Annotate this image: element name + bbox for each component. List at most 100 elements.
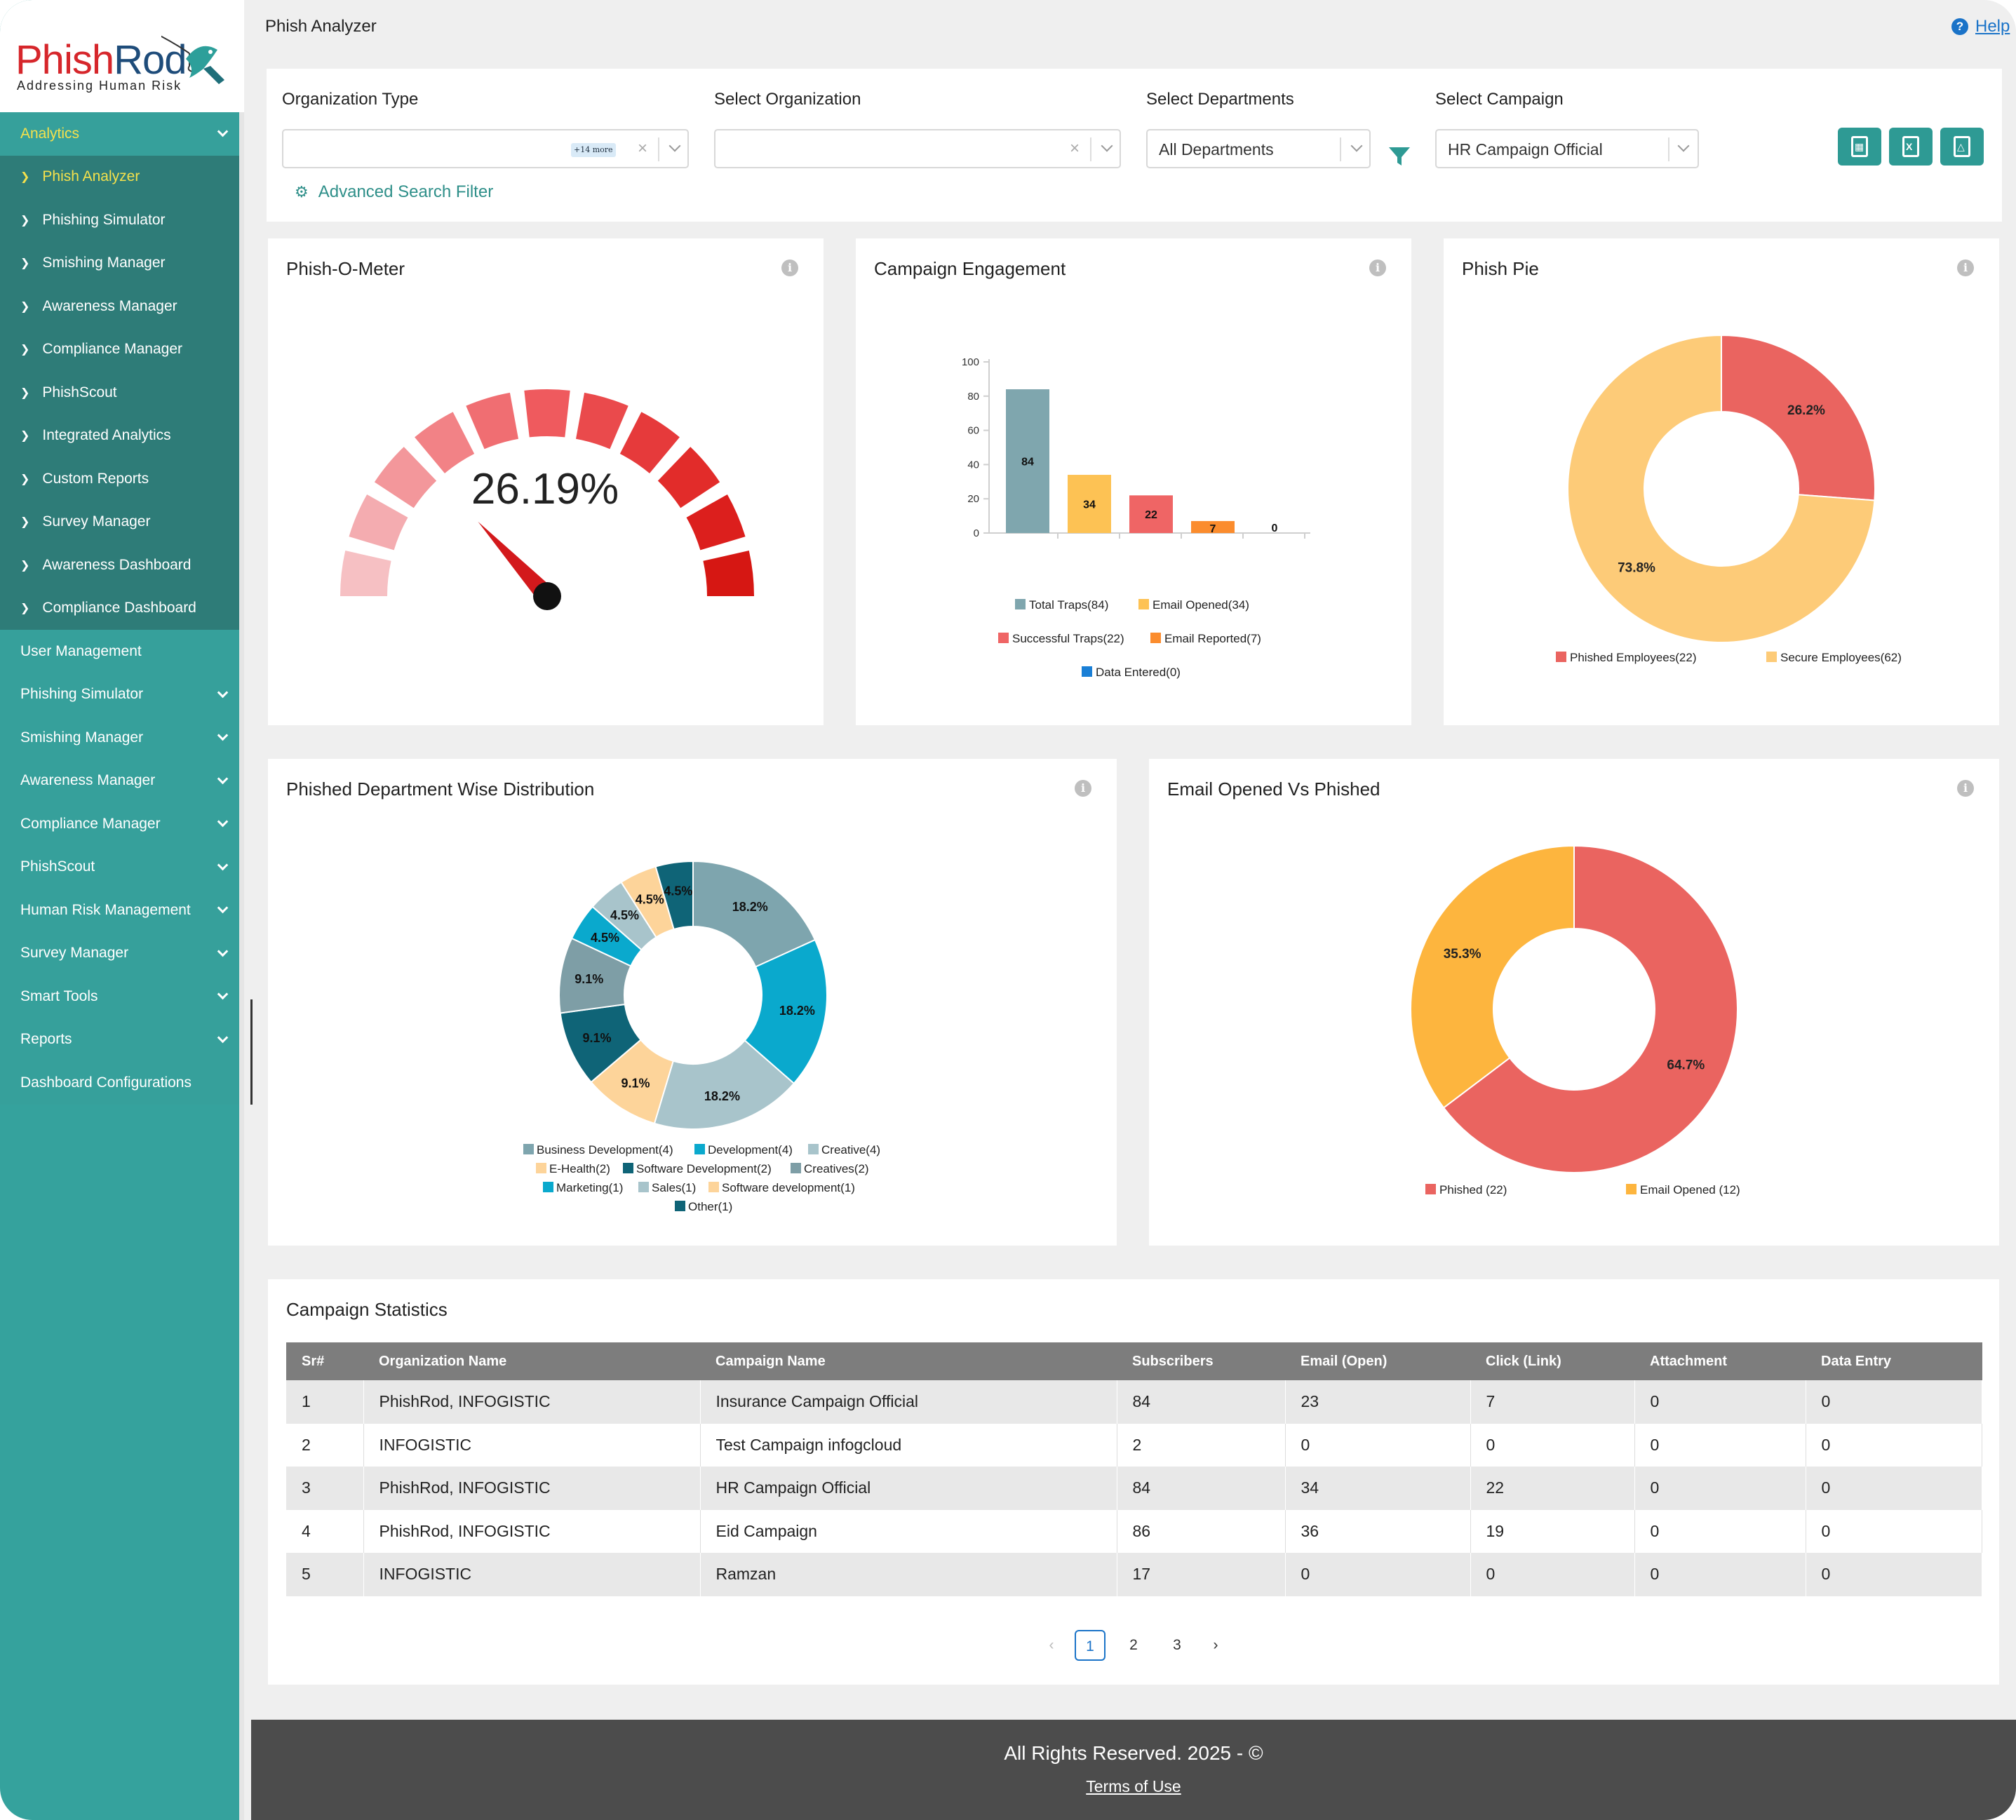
slice-value-label: 9.1% [583, 1031, 612, 1045]
sidebar-section-smishing-manager[interactable]: Smishing Manager [0, 716, 239, 760]
gauge-segment [349, 494, 408, 551]
table-row[interactable]: 3 PhishRod, INFOGISTIC HR Campaign Officia… [286, 1467, 1982, 1510]
chevron-down-icon [217, 1032, 229, 1043]
sidebar-section-dashboard-configurations[interactable]: Dashboard Configurations [0, 1061, 239, 1105]
info-icon[interactable]: i [1075, 780, 1091, 797]
column-header[interactable]: Attachment [1634, 1342, 1806, 1380]
info-icon[interactable]: i [781, 259, 798, 276]
legend-swatch [536, 1163, 546, 1173]
gauge-segment [524, 389, 570, 438]
sidebar-item-phishscout[interactable]: ❯ PhishScout [0, 371, 239, 414]
table-row[interactable]: 5 INFOGISTIC Ramzan 17 0 0 0 0 [286, 1553, 1982, 1596]
phish-pie-card: Phish Pie i 26.2% 73.8% Phished Employees(… [1444, 238, 1999, 725]
sidebar-section-compliance-manager[interactable]: Compliance Manager [0, 802, 239, 846]
table-cell: 17 [1117, 1553, 1286, 1596]
departments-select[interactable]: All Departments [1146, 129, 1371, 168]
sidebar-item-awareness-manager[interactable]: ❯ Awareness Manager [0, 285, 239, 328]
sidebar-item-integrated-analytics[interactable]: ❯ Integrated Analytics [0, 414, 239, 457]
sidebar-section-phishscout[interactable]: PhishScout [0, 845, 239, 889]
export-excel-button[interactable]: X [1889, 128, 1933, 166]
logo-wordmark: PhishRod [15, 37, 187, 83]
info-icon[interactable]: i [1369, 259, 1386, 276]
sidebar-section-phishing-simulator[interactable]: Phishing Simulator [0, 673, 239, 716]
prev-page-button[interactable]: ‹ [1049, 1637, 1054, 1653]
table-cell: 19 [1470, 1509, 1635, 1553]
sidebar-item-compliance-manager[interactable]: ❯ Compliance Manager [0, 328, 239, 371]
clear-icon[interactable]: × [638, 139, 648, 158]
chevron-down-icon [217, 126, 229, 137]
page-1-button[interactable]: 1 [1075, 1630, 1106, 1661]
pie-slice [1442, 844, 1738, 1173]
sidebar-section-user-management[interactable]: User Management [0, 630, 239, 673]
sidebar-item-phishing-simulator[interactable]: ❯ Phishing Simulator [0, 198, 239, 242]
more-badge: +14 more [571, 143, 616, 157]
sidebar-section-reports[interactable]: Reports [0, 1018, 239, 1061]
table-cell: 0 [1806, 1467, 1982, 1510]
sidebar-rail [239, 0, 244, 1820]
sidebar-section-smart-tools[interactable]: Smart Tools [0, 975, 239, 1018]
select-separator [1090, 137, 1091, 161]
bar [1068, 475, 1111, 533]
gauge-chart: 26.19% [340, 389, 754, 610]
departments-label: Select Departments [1146, 90, 1294, 109]
column-header[interactable]: Click (Link) [1470, 1342, 1634, 1380]
chevron-down-icon [1101, 140, 1113, 152]
sidebar-item-smishing-manager[interactable]: ❯ Smishing Manager [0, 241, 239, 285]
sidebar-item-survey-manager[interactable]: ❯ Survey Manager [0, 500, 239, 544]
advanced-search-filter-link[interactable]: ⚙ Advanced Search Filter [295, 182, 494, 201]
sidebar-section-human-risk-management[interactable]: Human Risk Management [0, 889, 239, 932]
departments-value: All Departments [1159, 140, 1274, 159]
legend-label: Phished (22) [1439, 1183, 1507, 1197]
next-page-button[interactable]: › [1213, 1637, 1218, 1653]
chevron-down-icon [217, 902, 229, 914]
legend-swatch [1015, 599, 1026, 609]
page-2-button[interactable]: 2 [1129, 1637, 1138, 1653]
filter-funnel-icon[interactable] [1387, 144, 1411, 168]
legend-swatch [1626, 1184, 1637, 1194]
sidebar-item-compliance-dashboard[interactable]: ❯ Compliance Dashboard [0, 586, 239, 630]
column-header[interactable]: Campaign Name [700, 1342, 1117, 1380]
chevron-right-icon: ❯ [20, 386, 30, 399]
help-link[interactable]: ? Help [1951, 17, 2010, 36]
export-report-button[interactable]: ▦ [1838, 128, 1881, 166]
chevron-right-icon: ❯ [20, 344, 30, 356]
table-row[interactable]: 1 PhishRod, INFOGISTIC Insurance Campaign … [286, 1380, 1982, 1424]
table-cell: Test Campaign infogcloud [700, 1423, 1117, 1467]
legend-swatch [1556, 652, 1566, 662]
legend-label: Email Opened (12) [1640, 1183, 1740, 1197]
sidebar-item-custom-reports[interactable]: ❯ Custom Reports [0, 457, 239, 501]
bar [1129, 495, 1173, 533]
info-icon[interactable]: i [1957, 780, 1974, 797]
help-icon: ? [1951, 18, 1968, 35]
campaign-statistics-card: Campaign Statistics Sr# Organization Nam… [268, 1279, 1999, 1685]
campaign-select[interactable]: HR Campaign Official [1435, 129, 1699, 168]
bar [1191, 520, 1235, 533]
column-header[interactable]: Data Entry [1806, 1342, 1982, 1380]
table-cell: 0 [1470, 1423, 1635, 1467]
page-3-button[interactable]: 3 [1173, 1637, 1181, 1653]
sidebar-section-survey-manager[interactable]: Survey Manager [0, 931, 239, 975]
sidebar-item-phish-analyzer[interactable]: ❯ Phish Analyzer [0, 155, 239, 198]
logo[interactable]: PhishRod Addressing Human Risk [0, 0, 244, 112]
column-header[interactable]: Subscribers [1117, 1342, 1285, 1380]
terms-of-use-link[interactable]: Terms of Use [1086, 1777, 1181, 1795]
clear-icon[interactable]: × [1070, 139, 1080, 158]
scrollbar-thumb[interactable] [250, 999, 253, 1105]
column-header[interactable]: Sr# [286, 1342, 363, 1380]
legend-label: Successful Traps(22) [1012, 632, 1124, 645]
export-pdf-button[interactable]: △ [1940, 128, 1984, 166]
column-header[interactable]: Email (Open) [1285, 1342, 1470, 1380]
sidebar-section-awareness-manager[interactable]: Awareness Manager [0, 759, 239, 802]
sidebar-item-awareness-dashboard[interactable]: ❯ Awareness Dashboard [0, 544, 239, 587]
table-cell: PhishRod, INFOGISTIC [363, 1380, 701, 1424]
organization-select[interactable]: × [714, 129, 1121, 168]
table-row[interactable]: 2 INFOGISTIC Test Campaign infogcloud 2 0 0 0 0 [286, 1423, 1982, 1467]
gauge-segment [340, 551, 391, 596]
info-icon[interactable]: i [1957, 259, 1974, 276]
column-header[interactable]: Organization Name [363, 1342, 700, 1380]
sidebar-section-analytics[interactable]: Analytics [0, 112, 239, 156]
excel-file-icon: X [1902, 136, 1919, 157]
org-type-select[interactable]: +14 more × [282, 129, 689, 168]
table-row[interactable]: 4 PhishRod, INFOGISTIC Eid Campaign 86 36 19 0… [286, 1509, 1982, 1553]
pie-slice [1721, 334, 1876, 501]
